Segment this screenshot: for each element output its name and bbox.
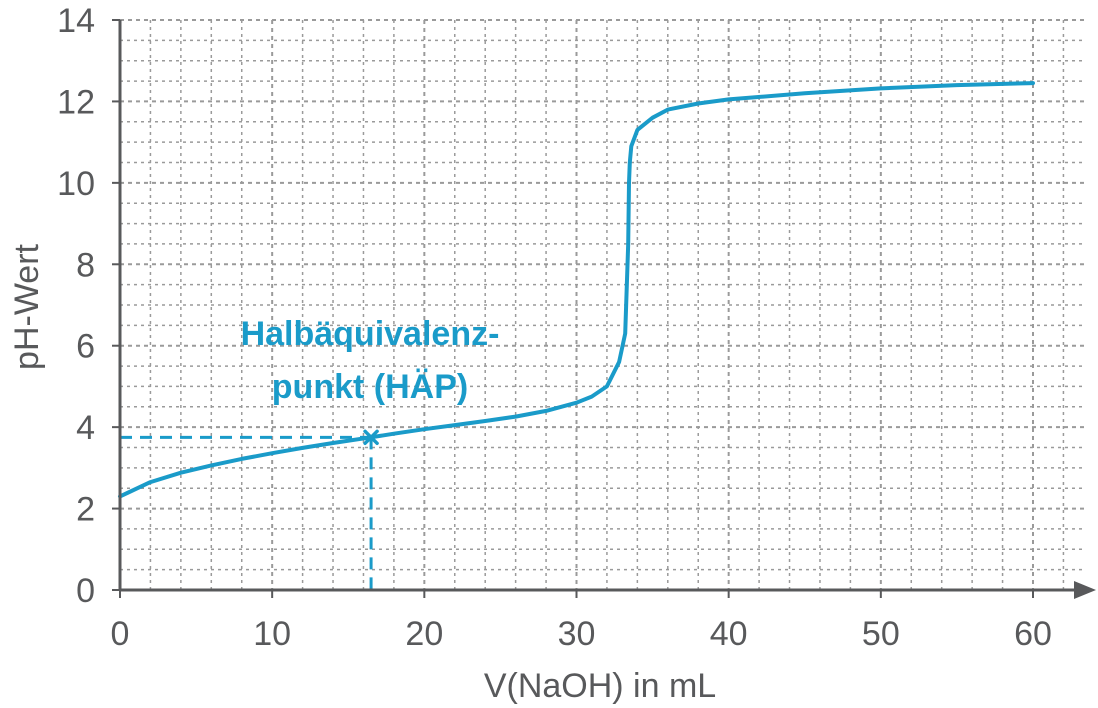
x-tick-labels: 0 10 20 30 40 50 60 bbox=[111, 615, 1052, 653]
y-tick-label: 2 bbox=[76, 491, 95, 529]
axes bbox=[112, 19, 1096, 599]
y-tick-label: 0 bbox=[76, 572, 95, 610]
y-tick-label: 8 bbox=[76, 246, 95, 284]
y-tick-label: 10 bbox=[57, 165, 95, 203]
x-axis-title: V(NaOH) in mL bbox=[484, 667, 716, 705]
x-tick-label: 40 bbox=[710, 615, 748, 653]
x-tick-label: 50 bbox=[862, 615, 900, 653]
titration-curve bbox=[118, 81, 1035, 499]
x-tick-label: 0 bbox=[111, 615, 130, 653]
y-tick-label: 14 bbox=[57, 2, 95, 40]
x-tick-label: 10 bbox=[253, 615, 291, 653]
half-equivalence-marker bbox=[363, 429, 379, 446]
grid-major bbox=[120, 19, 1085, 590]
annotation-line-2: punkt (HÄP) bbox=[272, 368, 468, 406]
y-axis-title: pH-Wert bbox=[8, 243, 46, 369]
x-axis-arrow-icon bbox=[1074, 581, 1096, 599]
y-tick-label: 6 bbox=[76, 328, 95, 366]
x-tick-label: 20 bbox=[405, 615, 443, 653]
y-tick-label: 12 bbox=[57, 83, 95, 121]
annotation-line-1: Halbäquivalenz- bbox=[241, 315, 500, 353]
half-equivalence-guides bbox=[120, 435, 373, 590]
x-tick-label: 30 bbox=[558, 615, 596, 653]
marker-cross-b bbox=[363, 429, 379, 446]
y-tick-label: 4 bbox=[76, 409, 95, 447]
grid-minor bbox=[120, 20, 1085, 590]
x-tick-label: 60 bbox=[1014, 615, 1052, 653]
y-tick-labels: 0 2 4 6 8 10 12 14 bbox=[57, 2, 95, 610]
